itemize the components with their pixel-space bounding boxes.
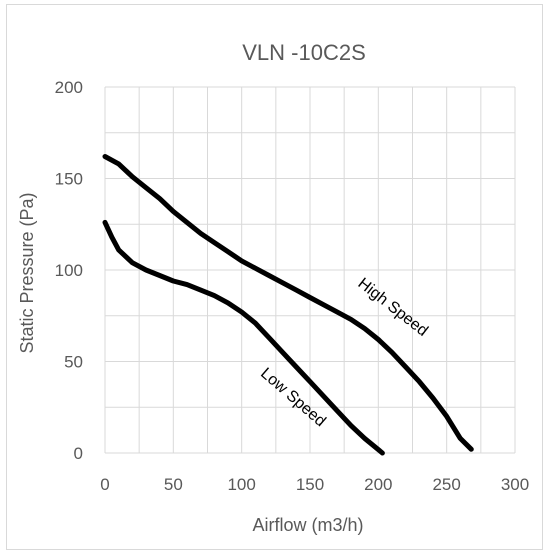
x-axis-title: Airflow (m3/h) — [252, 515, 363, 535]
x-tick-label: 100 — [227, 475, 255, 494]
series-line-high-speed — [102, 154, 474, 452]
x-tick-label: 150 — [296, 475, 324, 494]
tick-layer: 0 50 100 150 200 250 300 0 50 100 150 200 — [55, 78, 530, 494]
chart-title: VLN -10C2S — [242, 40, 366, 65]
grid-layer — [104, 86, 516, 454]
series-layer — [102, 154, 474, 456]
y-tick-label: 100 — [55, 261, 83, 280]
series-line-low-speed — [102, 219, 385, 456]
x-tick-label: 200 — [364, 475, 392, 494]
y-tick-label: 200 — [55, 78, 83, 97]
y-axis-title: Static Pressure (Pa) — [17, 192, 37, 353]
y-tick-label: 150 — [55, 170, 83, 189]
x-tick-label: 300 — [501, 475, 529, 494]
x-tick-label: 250 — [432, 475, 460, 494]
x-tick-label: 0 — [100, 475, 109, 494]
x-tick-label: 50 — [164, 475, 183, 494]
y-tick-label: 50 — [64, 353, 83, 372]
y-tick-label: 0 — [74, 444, 83, 463]
series-label-low-speed: Low Speed — [257, 365, 329, 430]
